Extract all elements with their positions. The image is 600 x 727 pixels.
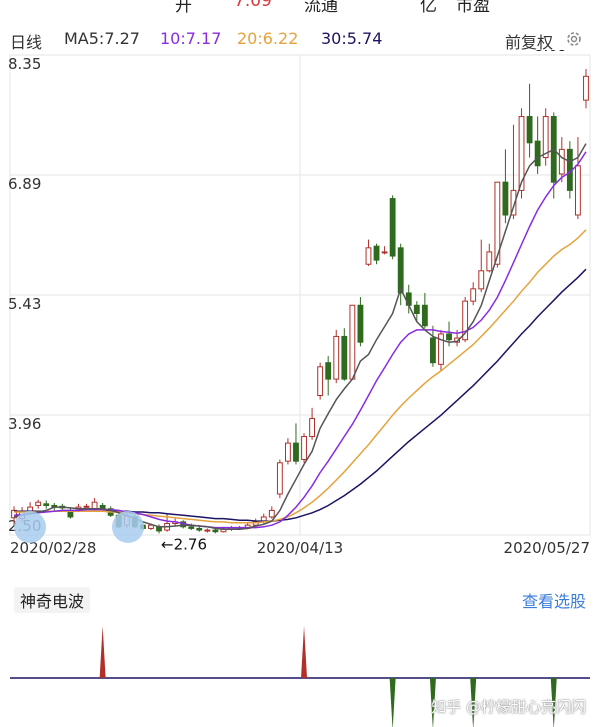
candle-body bbox=[373, 245, 380, 261]
x-tick-label: 2020/04/13 bbox=[257, 539, 343, 557]
candle-body bbox=[301, 436, 307, 461]
candle-body bbox=[421, 304, 428, 327]
circ-value: 亿 bbox=[420, 0, 437, 16]
watermark: 知乎 @柠檬甜心亮闪闪 bbox=[431, 698, 586, 716]
x-tick-label: 2020/02/28 bbox=[10, 539, 96, 557]
candle-body bbox=[196, 527, 203, 531]
candle-body bbox=[333, 335, 340, 380]
candle-body bbox=[518, 116, 525, 191]
candle-body bbox=[558, 148, 565, 175]
candle-body bbox=[188, 526, 195, 529]
candle-body bbox=[446, 333, 452, 341]
candle-body bbox=[502, 181, 509, 216]
circ-label: 流通 bbox=[304, 0, 338, 16]
ma20-line bbox=[14, 229, 587, 524]
candle-body bbox=[486, 251, 493, 272]
signal-spike-down bbox=[470, 678, 477, 727]
view-stocks-link[interactable]: 查看选股 bbox=[521, 592, 586, 611]
period-label[interactable]: 日线 bbox=[10, 33, 43, 52]
candle-body bbox=[252, 521, 259, 526]
signal-spike-up bbox=[99, 626, 106, 678]
signal-spike-down bbox=[429, 678, 436, 727]
candle-body bbox=[389, 198, 396, 257]
candle-body bbox=[534, 140, 541, 167]
y-tick-label: 5.43 bbox=[8, 295, 41, 313]
ma5-line bbox=[13, 143, 587, 531]
ma30-value: 30:5.74 bbox=[321, 29, 383, 48]
candle-body bbox=[325, 362, 332, 380]
candle-body bbox=[438, 333, 444, 365]
gear-icon[interactable] bbox=[565, 30, 583, 48]
marker-bubble-icon bbox=[112, 511, 144, 543]
pe-label: 市盈 bbox=[456, 0, 490, 16]
candle-body bbox=[413, 304, 420, 314]
candle-body bbox=[349, 304, 356, 380]
candle-body bbox=[293, 442, 299, 462]
candle-body bbox=[309, 417, 315, 438]
candle-body bbox=[91, 501, 98, 510]
y-tick-label: 3.96 bbox=[8, 415, 41, 433]
candle-body bbox=[494, 181, 501, 265]
indicator-header: 神奇电波 查看选股 bbox=[0, 583, 600, 613]
candle-body bbox=[470, 288, 477, 302]
x-tick-label: 2020/05/27 bbox=[504, 539, 590, 557]
max-price-label: 8.09→ bbox=[534, 50, 580, 55]
signal-spike-up bbox=[301, 626, 308, 678]
candle-body bbox=[341, 335, 348, 380]
open-price: 7.09 bbox=[234, 0, 272, 11]
candle-body bbox=[204, 529, 211, 532]
signal-spike-down bbox=[389, 678, 396, 727]
candle-body bbox=[397, 247, 404, 294]
candle-body bbox=[43, 503, 50, 506]
candle-body bbox=[365, 247, 372, 265]
candle-body bbox=[357, 304, 364, 343]
candle-body bbox=[212, 529, 219, 533]
candle-body bbox=[11, 509, 17, 519]
candle-body bbox=[526, 116, 533, 144]
top-quote-bar: 开 7.09 流通 亿 市盈 bbox=[0, 0, 600, 22]
signal-spike-down bbox=[550, 678, 557, 727]
candle-body bbox=[583, 75, 589, 101]
open-label: 开 bbox=[175, 0, 192, 16]
candle-body bbox=[510, 189, 517, 216]
candle-body bbox=[462, 300, 469, 341]
candle-body bbox=[83, 505, 90, 508]
candle-body bbox=[542, 116, 549, 159]
ma5-value: MA5:7.27 bbox=[64, 29, 140, 48]
y-tick-label: 8.35 bbox=[8, 55, 41, 73]
candle-body bbox=[575, 165, 581, 216]
min-price-label: ←2.76 bbox=[161, 535, 207, 553]
indicator-chart bbox=[10, 626, 590, 727]
indicator-tag[interactable]: 神奇电波 bbox=[14, 587, 91, 613]
candle-body bbox=[478, 270, 485, 290]
candle-body bbox=[35, 501, 42, 506]
candle-body bbox=[317, 366, 324, 397]
ma20-value: 20:6.22 bbox=[237, 29, 299, 48]
candle-body bbox=[276, 462, 283, 495]
candle-body bbox=[268, 509, 275, 518]
candle-body bbox=[148, 524, 154, 529]
candle-body bbox=[430, 337, 436, 364]
kline-chart: 8.356.895.433.962.502020/02/282020/04/13… bbox=[8, 50, 591, 557]
y-tick-label: 6.89 bbox=[8, 175, 41, 193]
ma10-value: 10:7.17 bbox=[160, 29, 222, 48]
marker-bubble-icon bbox=[14, 511, 46, 543]
candle-body bbox=[454, 337, 460, 343]
candle-body bbox=[381, 251, 388, 254]
candle-body bbox=[285, 442, 291, 462]
adjust-toggle[interactable]: 前复权 bbox=[505, 33, 554, 52]
chart-header: 日线 MA5:7.27 10:7.17 20:6.22 30:5.74 前复权 bbox=[0, 22, 600, 56]
